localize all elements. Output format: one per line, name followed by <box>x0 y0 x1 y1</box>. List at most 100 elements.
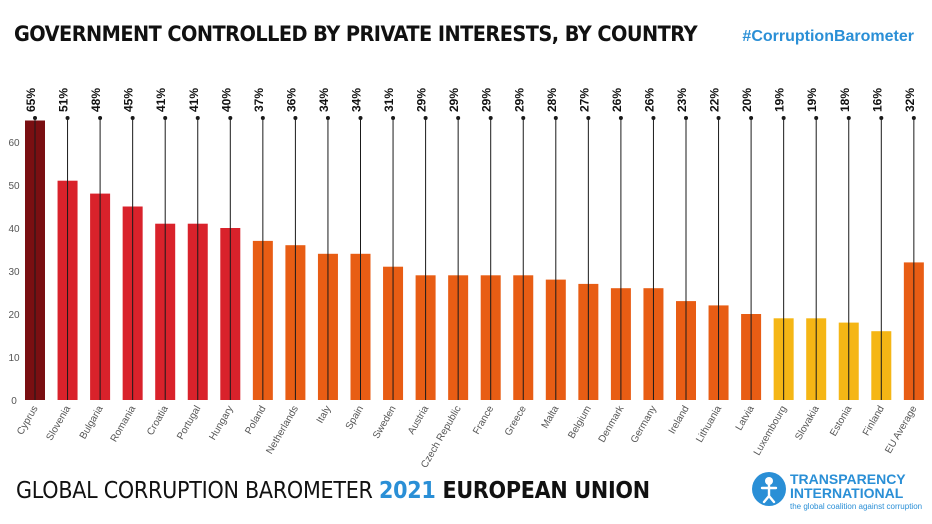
hashtag-label[interactable]: #CorruptionBarometer <box>742 28 914 45</box>
leader-dot <box>423 116 428 120</box>
x-tick-label: Portugal <box>175 404 203 442</box>
data-label: 19% <box>773 88 787 112</box>
leader-dot <box>521 116 526 120</box>
x-tick-label: Croatia <box>145 404 171 438</box>
x-tick-label: Greece <box>503 404 529 438</box>
footer-year: 2021 <box>378 478 436 504</box>
data-label: 29% <box>512 88 526 112</box>
x-tick-label: Poland <box>243 404 268 436</box>
transparency-international-logo: TRANSPARENCY INTERNATIONAL the global co… <box>752 470 922 516</box>
leader-dot <box>814 116 819 120</box>
leader-dot <box>846 116 851 120</box>
leader-dot <box>228 116 233 120</box>
x-tick-label: Finland <box>861 404 887 438</box>
leader-dot <box>130 116 135 120</box>
data-label: 41% <box>187 88 201 112</box>
x-tick-label: Latvia <box>734 404 757 433</box>
x-tick-label: France <box>471 404 496 437</box>
x-tick-label: Luxembourg <box>752 404 789 458</box>
footer-prefix: GLOBAL CORRUPTION BAROMETER <box>16 478 379 504</box>
leader-dot <box>684 116 688 120</box>
logo-tagline: the global coalition against corruption <box>790 502 923 511</box>
data-label: 18% <box>838 88 852 112</box>
chart-title: GOVERNMENT CONTROLLED BY PRIVATE INTERES… <box>14 22 698 46</box>
footer-region: EUROPEAN UNION <box>435 478 650 504</box>
leader-dot <box>33 116 37 120</box>
data-label: 29% <box>480 88 494 112</box>
y-tick-label: 10 <box>8 353 20 364</box>
x-tick-label: Austria <box>406 404 431 437</box>
data-label: 29% <box>415 88 429 112</box>
data-label: 65% <box>24 88 38 112</box>
leader-dot <box>98 116 103 120</box>
x-tick-label: Slovakia <box>793 404 822 443</box>
leader-dot <box>879 116 884 120</box>
x-tick-label: Belgium <box>566 404 594 441</box>
data-label: 22% <box>708 88 722 112</box>
data-label: 45% <box>122 88 136 112</box>
logo-name-line2: INTERNATIONAL <box>790 485 904 501</box>
data-label: 19% <box>805 88 819 112</box>
data-label: 26% <box>642 88 656 112</box>
x-tick-label: Sweden <box>371 404 399 441</box>
x-tick-label: Denmark <box>597 403 627 444</box>
y-tick-label: 60 <box>8 138 20 149</box>
footer-caption: GLOBAL CORRUPTION BAROMETER 2021 EUROPEA… <box>16 478 650 504</box>
x-tick-label: EU Average <box>883 404 919 456</box>
data-label: 28% <box>545 88 559 112</box>
data-label: 20% <box>740 88 754 112</box>
x-tick-label: Hungary <box>207 404 235 442</box>
x-tick-label: Spain <box>344 404 366 432</box>
leader-dot <box>488 116 493 120</box>
x-tick-label: Malta <box>540 404 562 431</box>
leader-dot <box>195 116 200 120</box>
x-tick-label: Italy <box>315 404 334 425</box>
x-tick-label: Slovenia <box>44 404 73 443</box>
data-label: 34% <box>350 88 364 112</box>
data-label: 26% <box>610 88 624 112</box>
leader-dot <box>293 116 298 120</box>
leader-dot <box>456 116 461 120</box>
data-label: 48% <box>89 88 103 112</box>
leader-dot <box>911 116 916 120</box>
data-label: 29% <box>447 88 461 112</box>
data-label: 34% <box>317 88 331 112</box>
x-tick-label: Cyprus <box>15 404 40 437</box>
logo-name-line1: TRANSPARENCY <box>790 471 906 487</box>
x-tick-label: Lithuania <box>694 404 724 445</box>
data-label: 37% <box>252 88 266 112</box>
data-label: 27% <box>577 88 591 112</box>
y-tick-label: 0 <box>11 396 17 407</box>
data-label: 31% <box>382 88 396 112</box>
data-label: 40% <box>219 88 233 112</box>
leader-dot <box>749 116 754 120</box>
y-tick-label: 30 <box>8 267 20 278</box>
y-tick-label: 40 <box>8 224 20 235</box>
data-label: 16% <box>870 88 884 112</box>
y-tick-label: 20 <box>8 310 20 321</box>
leader-dot <box>651 116 656 120</box>
leader-dot <box>260 116 265 120</box>
leader-dot <box>358 116 363 120</box>
leader-dot <box>716 116 721 120</box>
x-tick-label: Germany <box>629 404 659 445</box>
leader-dot <box>553 116 558 120</box>
leader-dot <box>325 116 330 120</box>
leader-dot <box>65 116 70 120</box>
x-tick-label: Ireland <box>667 404 692 436</box>
data-label: 41% <box>154 88 168 112</box>
x-tick-label: Romania <box>109 404 139 445</box>
logo-figure-icon <box>752 472 786 506</box>
data-label: 23% <box>675 88 689 112</box>
data-label: 36% <box>284 88 298 112</box>
leader-dot <box>586 116 591 120</box>
x-tick-label: Netherlands <box>265 404 301 456</box>
leader-dot <box>163 116 168 120</box>
x-tick-label: Bulgaria <box>78 404 106 442</box>
leader-dot <box>781 116 786 120</box>
x-tick-label: Estonia <box>828 404 854 439</box>
leader-dot <box>391 116 396 120</box>
y-tick-label: 50 <box>8 181 20 192</box>
data-label: 32% <box>903 88 917 112</box>
